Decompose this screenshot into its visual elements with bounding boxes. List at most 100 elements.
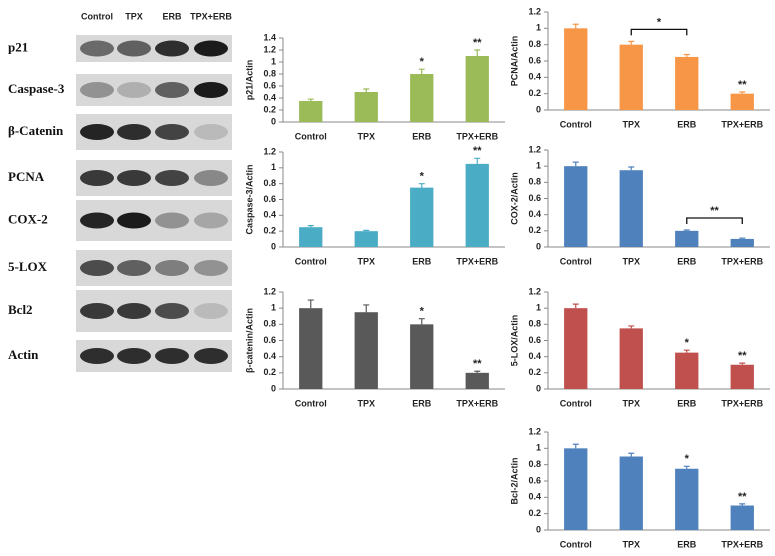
- bar: [730, 364, 754, 389]
- blot-band: [80, 348, 114, 364]
- error-bar: [418, 318, 425, 325]
- y-tick-label: 1: [271, 162, 276, 172]
- y-tick-label: 0.4: [528, 72, 541, 82]
- blot-band: [194, 82, 228, 98]
- blot-label: COX-2: [8, 211, 48, 226]
- bar: [619, 44, 643, 110]
- blot-band: [117, 82, 151, 98]
- y-tick-label: 0.8: [528, 459, 541, 469]
- y-tick-label: 1.2: [528, 144, 541, 154]
- bar: [410, 324, 434, 389]
- x-tick-label: TPX: [622, 119, 640, 129]
- y-tick-label: 0.4: [528, 492, 541, 502]
- y-tick-label: 0.4: [263, 351, 276, 361]
- bar: [564, 448, 588, 530]
- y-tick-label: 0.4: [263, 92, 276, 102]
- blot-label: Bcl2: [8, 302, 33, 317]
- y-tick-label: 0.2: [528, 225, 541, 235]
- y-tick-label: 0.4: [528, 209, 541, 219]
- blot-band: [117, 124, 151, 140]
- y-axis-label: COX-2/Actin: [509, 172, 519, 225]
- error-bar: [683, 53, 690, 57]
- y-tick-label: 1: [536, 443, 541, 453]
- y-axis-label: Caspase-3/Actin: [244, 164, 254, 234]
- x-tick-label: ERB: [412, 131, 432, 141]
- x-tick-label: TPX: [357, 131, 375, 141]
- error-bar: [572, 443, 579, 449]
- x-tick-label: Control: [560, 398, 592, 408]
- bar: [619, 456, 643, 530]
- error-bar: [572, 303, 579, 309]
- blot-band: [155, 82, 189, 98]
- error-bar: [628, 40, 635, 45]
- blot-label: 5-LOX: [8, 259, 48, 274]
- y-tick-label: 0.6: [528, 55, 541, 65]
- y-tick-label: 0.6: [263, 194, 276, 204]
- x-tick-label: Control: [560, 539, 592, 549]
- blot-band: [80, 212, 114, 229]
- error-bar: [307, 299, 314, 309]
- blot-band: [117, 303, 151, 319]
- y-tick-label: 1: [536, 303, 541, 313]
- bar: [730, 93, 754, 110]
- bar: [299, 227, 323, 247]
- y-tick-label: 0.2: [528, 508, 541, 518]
- blot-band: [117, 40, 151, 57]
- bracket: [686, 217, 743, 225]
- y-tick-label: 0: [536, 104, 541, 114]
- significance: **: [473, 145, 482, 157]
- significance: **: [738, 350, 747, 362]
- error-bar: [739, 503, 746, 506]
- bar: [619, 328, 643, 389]
- bar: [465, 372, 489, 389]
- x-tick-label: ERB: [412, 398, 432, 408]
- error-bar: [683, 349, 690, 353]
- error-bar: [418, 183, 425, 188]
- error-bar: [474, 370, 481, 373]
- error-bar: [628, 166, 635, 171]
- y-tick-label: 0.2: [528, 367, 541, 377]
- blot-band: [194, 124, 228, 140]
- blot-band: [155, 348, 189, 364]
- lane-label: TPX: [125, 11, 143, 21]
- x-tick-label: TPX+ERB: [721, 256, 763, 266]
- significance: *: [420, 171, 425, 183]
- error-bar: [683, 229, 690, 231]
- y-tick-label: 0.6: [528, 335, 541, 345]
- x-tick-label: TPX: [357, 398, 375, 408]
- error-bar: [628, 452, 635, 457]
- blot-band: [117, 170, 151, 186]
- error-bar: [418, 68, 425, 74]
- y-tick-label: 1: [536, 161, 541, 171]
- y-tick-label: 1: [271, 303, 276, 313]
- y-tick-label: 0: [271, 383, 276, 393]
- x-tick-label: TPX+ERB: [456, 256, 498, 266]
- bar: [675, 468, 699, 530]
- lane-label: Control: [81, 11, 113, 21]
- x-tick-label: TPX: [622, 256, 640, 266]
- significance: **: [738, 491, 747, 503]
- bar: [675, 352, 699, 389]
- y-tick-label: 1: [536, 23, 541, 33]
- blot-band: [194, 170, 228, 186]
- y-tick-label: 0: [536, 524, 541, 534]
- bar: [564, 308, 588, 389]
- error-bar: [628, 325, 635, 329]
- x-tick-label: ERB: [677, 119, 697, 129]
- x-tick-label: ERB: [677, 539, 697, 549]
- y-tick-label: 0.8: [528, 177, 541, 187]
- significance: *: [685, 453, 690, 465]
- x-tick-label: ERB: [677, 398, 697, 408]
- error-bar: [474, 49, 481, 56]
- blot-band: [80, 303, 114, 319]
- y-tick-label: 0.8: [528, 39, 541, 49]
- error-bar: [683, 465, 690, 469]
- x-tick-label: TPX+ERB: [721, 119, 763, 129]
- x-tick-label: TPX: [622, 539, 640, 549]
- x-tick-label: TPX+ERB: [456, 131, 498, 141]
- x-tick-label: Control: [560, 256, 592, 266]
- x-tick-label: TPX: [622, 398, 640, 408]
- error-bar: [307, 225, 314, 228]
- bracket: [630, 28, 688, 36]
- bar: [354, 312, 378, 389]
